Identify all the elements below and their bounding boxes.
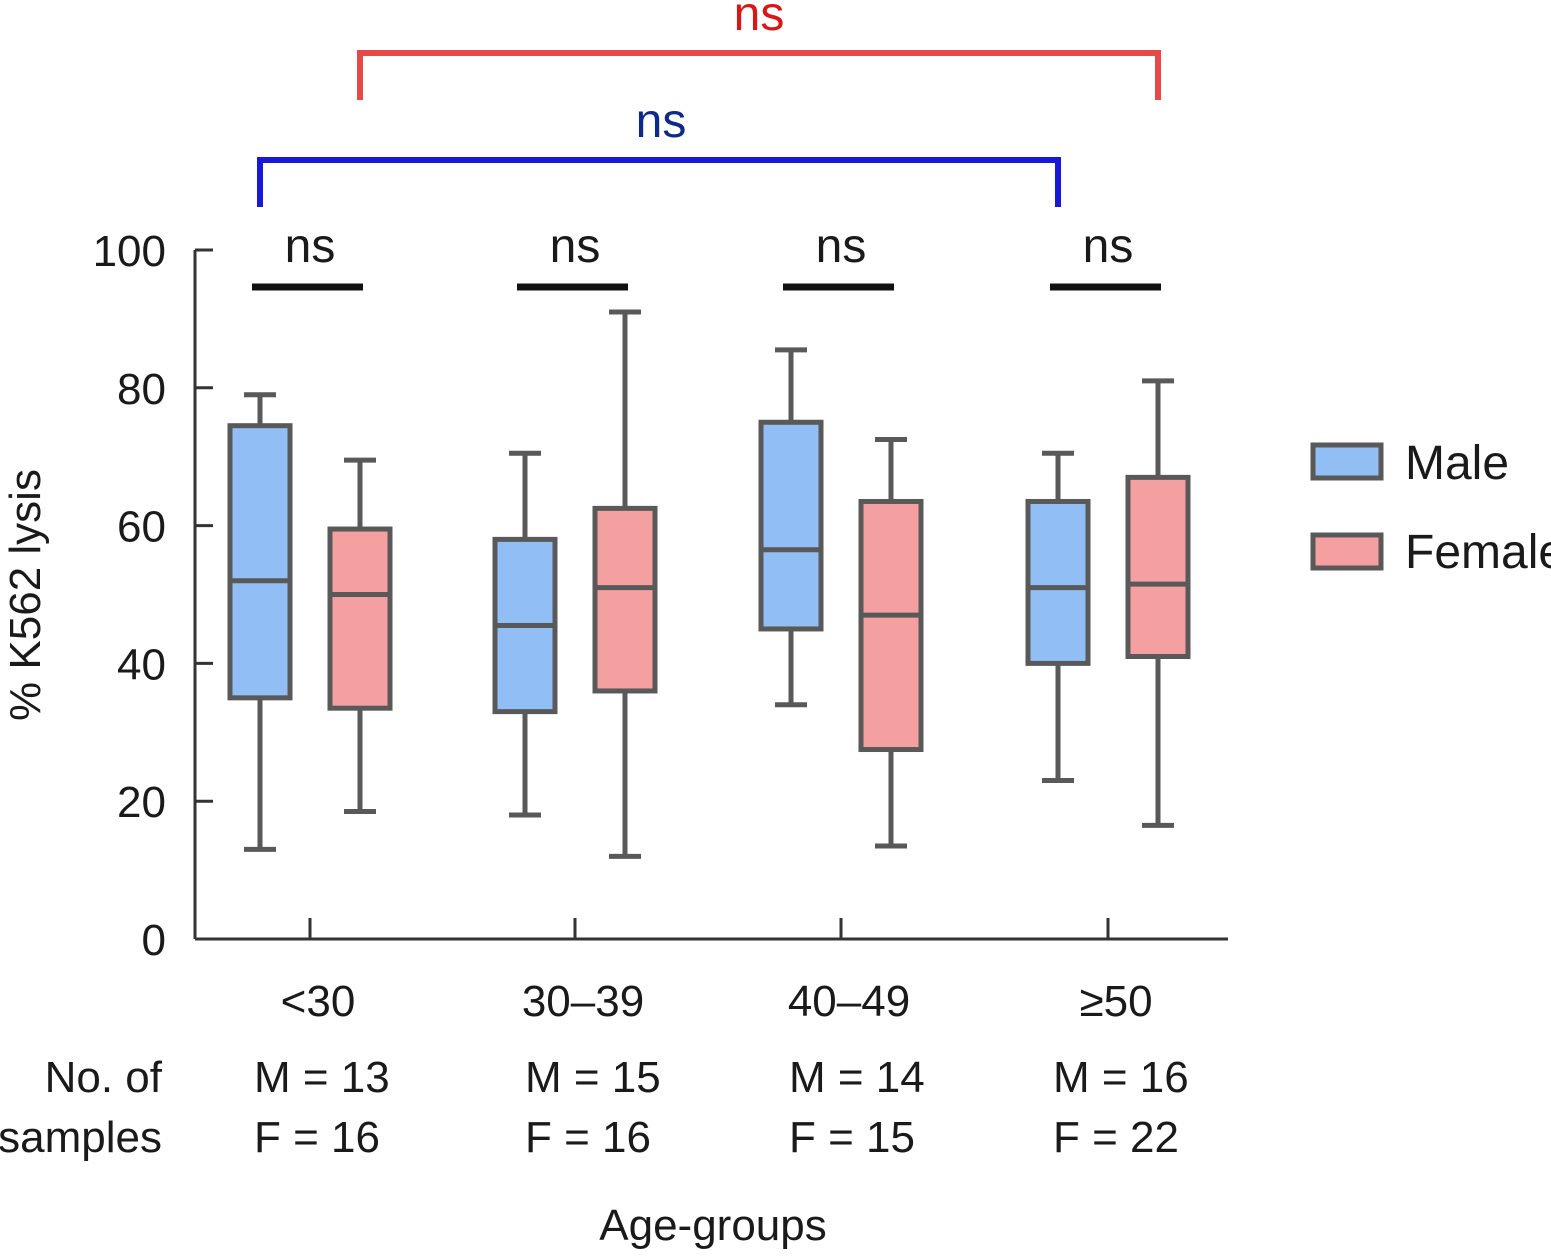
x-ticks — [308, 918, 1110, 939]
significance-brackets: ns ns ns ns ns ns — [252, 0, 1161, 291]
female-bracket — [357, 50, 1161, 100]
box-male-2 — [758, 347, 824, 708]
female-count-1: F = 16 — [525, 1113, 651, 1162]
sample-count-labels: M = 13 M = 15 M = 14 M = 16 F = 16 F = 16 F = … — [254, 1053, 1189, 1162]
y-tick-label: 60 — [117, 503, 166, 552]
female-count-0: F = 16 — [254, 1113, 380, 1162]
y-tick-label: 100 — [93, 227, 166, 276]
male-bracket — [257, 157, 1061, 207]
box-female-0 — [327, 457, 393, 815]
legend: Male Female — [1310, 437, 1551, 579]
samples-label-line1: No. of — [45, 1053, 163, 1102]
legend-label-male: Male — [1405, 437, 1509, 490]
box-female-1 — [592, 309, 658, 859]
y-axis-title: % K562 lysis — [1, 469, 50, 721]
boxes — [227, 309, 1191, 859]
box-male-0 — [227, 392, 293, 852]
box-iqr — [858, 498, 924, 753]
pairwise-ns-label-2: ns — [816, 220, 867, 273]
male-count-0: M = 13 — [254, 1053, 390, 1102]
y-tick-label: 0 — [142, 916, 166, 965]
category-label-3: ≥50 — [1079, 977, 1152, 1026]
pairwise-ns-label-0: ns — [285, 220, 336, 273]
male-count-1: M = 15 — [525, 1053, 661, 1102]
y-tick-label: 20 — [117, 778, 166, 827]
female-count-2: F = 15 — [789, 1113, 915, 1162]
box-iqr — [592, 505, 658, 694]
box-iqr — [327, 526, 393, 711]
box-iqr — [758, 419, 824, 632]
box-female-3 — [1125, 378, 1191, 828]
legend-label-female: Female — [1405, 526, 1551, 579]
box-female-2 — [858, 436, 924, 849]
category-label-0: <30 — [281, 977, 356, 1026]
pairwise-ns-label-3: ns — [1083, 220, 1134, 273]
female-bracket-ns-label: ns — [734, 0, 785, 41]
legend-swatch-female — [1310, 532, 1384, 571]
y-tick-label: 40 — [117, 640, 166, 689]
axes — [193, 250, 1228, 941]
male-bracket-ns-label: ns — [636, 95, 687, 148]
category-labels: <30 30–39 40–49 ≥50 — [281, 977, 1153, 1026]
legend-swatch-male — [1310, 442, 1384, 481]
female-count-3: F = 22 — [1053, 1113, 1179, 1162]
box-male-3 — [1025, 450, 1091, 784]
samples-label-line2: samples — [0, 1113, 162, 1162]
box-male-1 — [492, 450, 558, 818]
y-tick-label: 80 — [117, 365, 166, 414]
box-iqr — [1125, 474, 1191, 660]
x-axis-title: Age-groups — [599, 1201, 826, 1250]
box-iqr — [227, 423, 293, 701]
y-ticks: 0 20 40 60 80 100 — [93, 227, 213, 965]
pairwise-ns-label-1: ns — [550, 220, 601, 273]
box-iqr — [1025, 498, 1091, 666]
category-label-2: 40–49 — [788, 977, 910, 1026]
male-count-2: M = 14 — [789, 1053, 925, 1102]
male-count-3: M = 16 — [1053, 1053, 1189, 1102]
category-label-1: 30–39 — [522, 977, 644, 1026]
